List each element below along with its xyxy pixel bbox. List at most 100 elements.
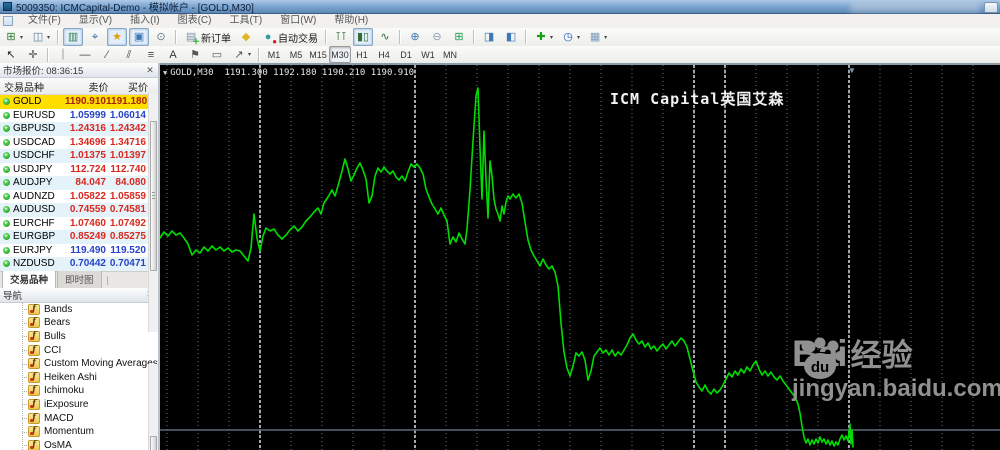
autotrading-button[interactable]: ● ● 自动交易 <box>258 28 321 46</box>
navigator-item-heiken-ashi[interactable]: f Heiken Ashi <box>0 370 158 384</box>
tile-windows-button[interactable]: ⊞ <box>449 28 469 46</box>
dropdown-arrow-icon[interactable]: ▾ <box>47 34 51 41</box>
timeframe-h4-button[interactable]: H4 <box>378 49 390 60</box>
chart-menu-icon[interactable] <box>3 16 13 26</box>
market-watch-row-eurusd[interactable]: ▸ EURUSD 1.05999 1.06014 <box>0 109 158 123</box>
market-watch-scrollbar[interactable] <box>148 93 158 332</box>
market-watch-column-headers[interactable]: 交易品种 卖价 买价 <box>0 78 158 95</box>
scrollbar-thumb[interactable] <box>150 436 157 450</box>
menu-item-6[interactable]: 帮助(H) <box>334 15 369 26</box>
cascade-windows-button[interactable]: ◧ <box>501 28 521 46</box>
data-window-button[interactable]: ⌖ <box>85 28 105 46</box>
horizontal-line-button[interactable]: — <box>75 46 95 64</box>
arrows-button[interactable]: ↗ ▾ <box>229 46 254 64</box>
market-watch-button[interactable]: ▥ <box>63 28 84 46</box>
periods-clock-button[interactable]: ◷ ▾ <box>558 28 583 46</box>
market-watch-row-gold[interactable]: ▸ GOLD 1190.910 1191.180 <box>0 95 158 109</box>
menu-item-3[interactable]: 图表(C) <box>177 15 212 26</box>
timeframe-d1-button[interactable]: D1 <box>400 49 412 60</box>
title-bar[interactable]: 5009350: ICMCapital-Demo - 模拟帐户 - [GOLD,… <box>0 0 1000 14</box>
market-watch-row-usdjpy[interactable]: ▸ USDJPY 112.724 112.740 <box>0 163 158 177</box>
dropdown-arrow-icon[interactable]: ▾ <box>248 52 252 58</box>
history-center-button[interactable]: ◆ <box>236 28 256 46</box>
market-watch-row-eurjpy[interactable]: ▸ EURJPY 119.490 119.520 <box>0 244 158 258</box>
navigator-item-iexposure[interactable]: f iExposure <box>0 398 158 412</box>
navigator-item-ichimoku[interactable]: f Ichimoku <box>0 384 158 398</box>
timeframe-m15-button[interactable]: M15 <box>309 49 327 60</box>
market-watch-row-eurgbp[interactable]: ▸ EURGBP 0.85249 0.85275 <box>0 230 158 244</box>
navigator-header[interactable]: 导航 ✕ <box>0 287 158 303</box>
fibonacci-button[interactable]: ≡ <box>141 46 161 64</box>
line-chart-button[interactable]: ∿ <box>375 28 395 46</box>
market-watch-row-usdcad[interactable]: ▸ USDCAD 1.34696 1.34716 <box>0 136 158 150</box>
crosshair-button[interactable]: ✛ <box>23 46 43 64</box>
bid-price: 119.490 <box>70 244 106 256</box>
tab-tick-chart[interactable]: 即时图 <box>57 269 102 288</box>
dropdown-arrow-icon[interactable]: ▾ <box>20 34 24 41</box>
timeframe-mn-button[interactable]: MN <box>443 49 458 60</box>
navigator-item-bears[interactable]: f Bears <box>0 316 158 330</box>
navigator-scrollbar[interactable] <box>148 364 158 450</box>
trendline-button[interactable]: ∕ <box>97 46 117 64</box>
vertical-line-button[interactable]: ｜ <box>53 46 73 64</box>
new-chart-button[interactable]: ⊞ ▾ <box>1 28 26 46</box>
new-order-button[interactable]: ▤ ＋新订单 <box>181 28 234 46</box>
arrange-windows-button[interactable]: ◨ <box>479 28 499 46</box>
dropdown-arrow-icon[interactable]: ▾ <box>577 34 581 41</box>
menu-item-1[interactable]: 显示(V) <box>78 15 113 26</box>
market-watch-header[interactable]: 市场报价: 08:36:15 ✕ <box>0 63 158 78</box>
timeframe-m5-button[interactable]: M5 <box>289 49 303 60</box>
navigator-item-macd[interactable]: f MACD <box>0 411 158 425</box>
market-watch-row-gbpusd[interactable]: ▸ GBPUSD 1.24316 1.24342 <box>0 122 158 136</box>
zoom-in-button[interactable]: ⊕ <box>405 28 425 46</box>
navigator-item-momentum[interactable]: f Momentum <box>0 425 158 439</box>
tree-branch-line <box>22 350 29 352</box>
channel-button[interactable]: ⫽ <box>119 46 139 64</box>
column-symbol[interactable]: 交易品种 <box>4 82 44 94</box>
terminal-button[interactable]: ▣ <box>129 28 150 46</box>
text-button[interactable]: A <box>163 46 183 64</box>
menu-item-4[interactable]: 工具(T) <box>229 15 263 26</box>
shapes-button[interactable]: ▭ <box>207 46 227 64</box>
bar-chart-button[interactable]: ⊺⊺ <box>331 28 351 46</box>
timeframe-m1-button[interactable]: M1 <box>267 49 281 60</box>
market-watch-row-nzdusd[interactable]: ▸ NZDUSD 0.70442 0.70471 <box>0 257 158 271</box>
tab-symbols[interactable]: 交易品种 <box>2 269 57 288</box>
templates-button[interactable]: ▦ ▾ <box>585 28 610 46</box>
chart-shift-marker[interactable]: ▼ <box>848 66 856 75</box>
zoom-out-button[interactable]: ⊖ <box>427 28 447 46</box>
navigator-button[interactable]: ★ <box>107 28 128 46</box>
timeframe-h1-button[interactable]: H1 <box>356 49 368 60</box>
cursor-button[interactable]: ↖ <box>1 46 21 64</box>
chart-area[interactable]: ▼ GOLD,M30 1191.300 1192.180 1190.210 11… <box>160 63 1000 450</box>
menu-item-0[interactable]: 文件(F) <box>28 15 61 26</box>
window-control-button[interactable] <box>984 2 998 13</box>
column-bid[interactable]: 卖价 <box>88 82 109 94</box>
label-button[interactable]: ⚑ <box>185 46 205 64</box>
timeframe-m30-button[interactable]: M30 <box>329 46 352 63</box>
navigator-item-bulls[interactable]: f Bulls <box>0 330 158 344</box>
menu-item-5[interactable]: 窗口(W) <box>280 15 317 26</box>
scrollbar-thumb[interactable] <box>150 121 157 271</box>
navigator-item-cci[interactable]: f CCI <box>0 343 158 357</box>
chevron-down-icon[interactable]: ▼ <box>163 69 168 77</box>
menu-item-2[interactable]: 插入(I) <box>130 15 160 26</box>
navigator-item-osma[interactable]: f OsMA <box>0 438 158 450</box>
candlestick-chart-button[interactable]: ▮▯ <box>353 28 374 46</box>
dropdown-arrow-icon[interactable]: ▾ <box>604 34 608 41</box>
navigator-item-bands[interactable]: f Bands <box>0 303 158 317</box>
dropdown-arrow-icon[interactable]: ▾ <box>550 34 554 41</box>
navigator-item-custom-moving-averages[interactable]: f Custom Moving Averages <box>0 357 158 371</box>
column-ask[interactable]: 买价 <box>128 82 148 94</box>
market-watch-row-audjpy[interactable]: ▸ AUDJPY 84.047 84.080 <box>0 176 158 190</box>
profiles-button[interactable]: ◫ ▾ <box>28 28 53 46</box>
market-watch-row-usdchf[interactable]: ▸ USDCHF 1.01375 1.01397 <box>0 149 158 163</box>
strategy-tester-button[interactable]: ⊙ <box>151 28 171 46</box>
market-watch-row-eurchf[interactable]: ▸ EURCHF 1.07460 1.07492 <box>0 217 158 231</box>
market-watch-row-audnzd[interactable]: ▸ AUDNZD 1.05822 1.05859 <box>0 190 158 204</box>
market-watch-row-audusd[interactable]: ▸ AUDUSD 0.74559 0.74581 <box>0 203 158 217</box>
price-chart[interactable] <box>160 65 1000 450</box>
add-indicator-button[interactable]: ✚ ▾ <box>531 28 556 46</box>
timeframe-w1-button[interactable]: W1 <box>421 49 435 60</box>
close-icon[interactable]: ✕ <box>146 64 154 75</box>
